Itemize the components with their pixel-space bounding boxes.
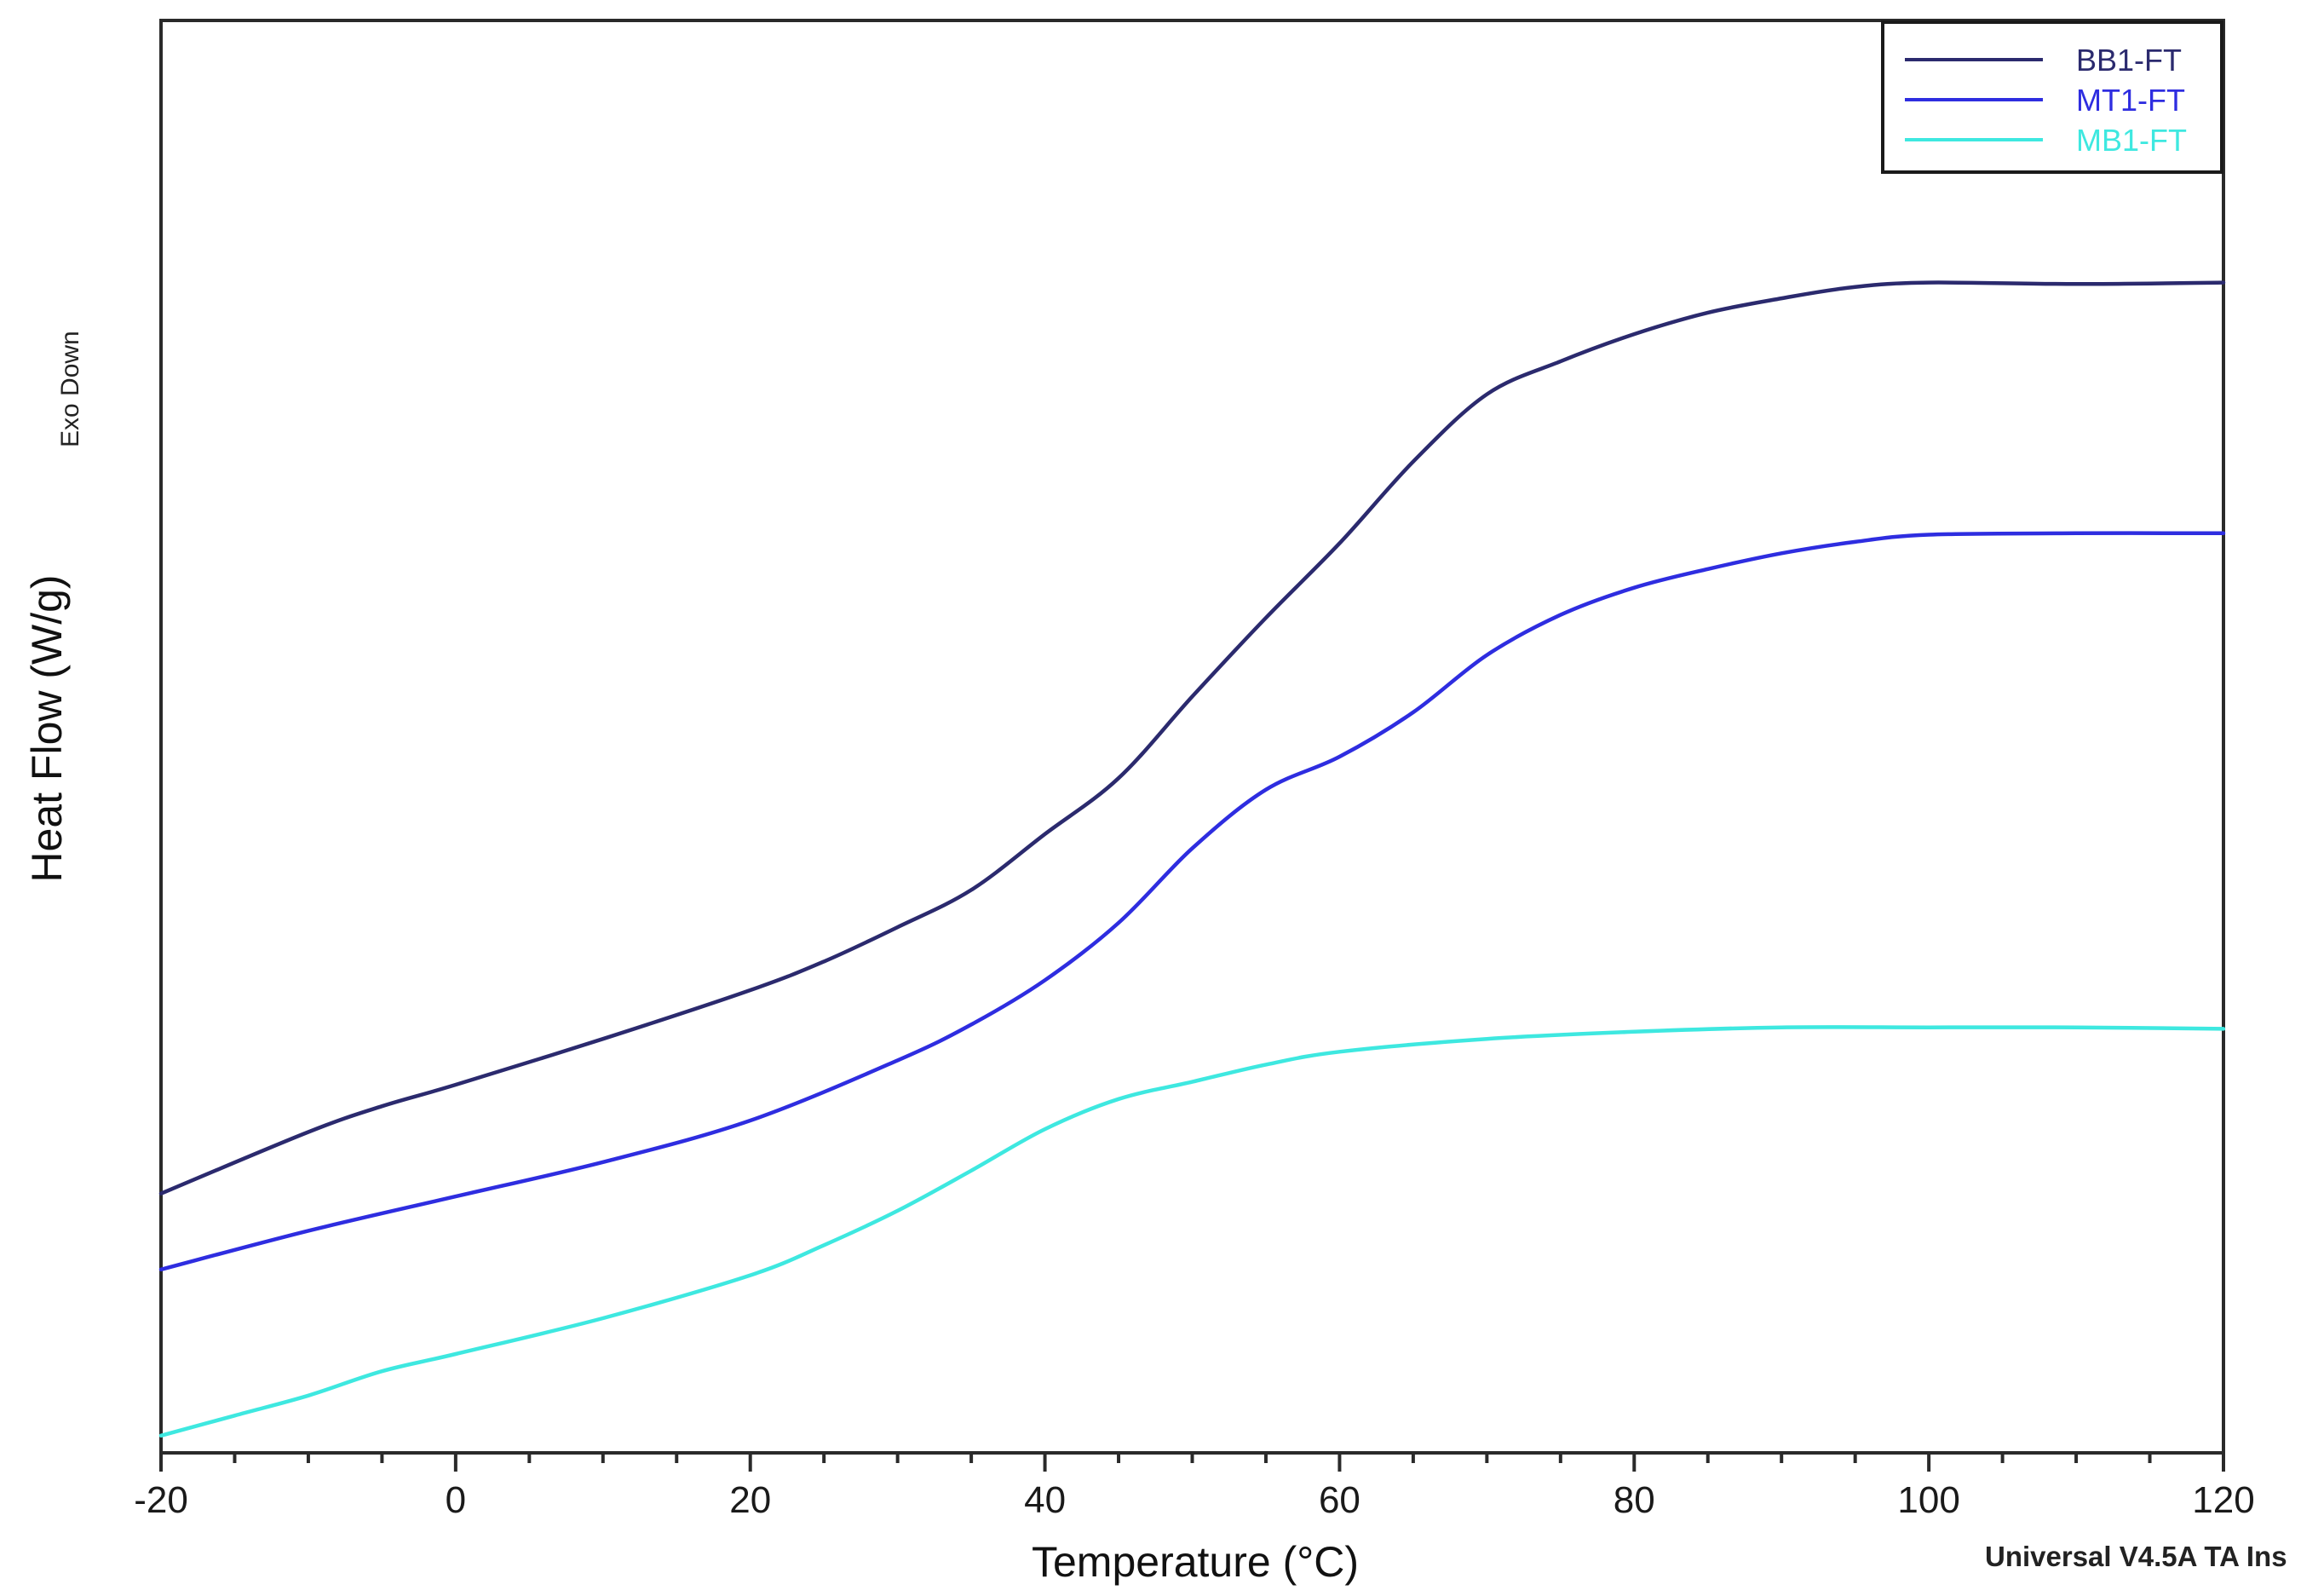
x-axis-ticks (159, 1453, 2225, 1472)
x-tick-label: 100 (1897, 1479, 1959, 1521)
legend-label: MB1-FT (2076, 123, 2187, 158)
y-axis-title: Heat Flow (W/g) (23, 574, 71, 882)
x-axis-title: Temperature (°C) (1032, 1538, 1359, 1586)
x-tick-label: -20 (134, 1479, 188, 1521)
exo-down-annotation: Exo Down (56, 331, 84, 447)
plot-frame (159, 19, 2225, 1455)
software-credit: Universal V4.5A TA Ins (1985, 1541, 2287, 1572)
x-tick-label: 120 (2192, 1479, 2254, 1521)
series-line-mt1-ft (158, 531, 2226, 1272)
legend-label: MT1-FT (2076, 83, 2185, 118)
legend-label: BB1-FT (2076, 43, 2182, 78)
x-tick-label: 20 (729, 1479, 771, 1521)
x-axis-tick-labels: -20 0 20 40 60 80 100 120 (134, 1479, 2255, 1521)
series-line-bb1-ft (158, 280, 2226, 1196)
x-tick-label: 0 (446, 1479, 466, 1521)
x-tick-label: 40 (1024, 1479, 1066, 1521)
series-lines (158, 280, 2226, 1438)
legend: BB1-FT MT1-FT MB1-FT (1881, 20, 2223, 174)
x-tick-label: 60 (1319, 1479, 1360, 1521)
series-line-mb1-ft (158, 1025, 2226, 1438)
x-tick-label: 80 (1614, 1479, 1655, 1521)
